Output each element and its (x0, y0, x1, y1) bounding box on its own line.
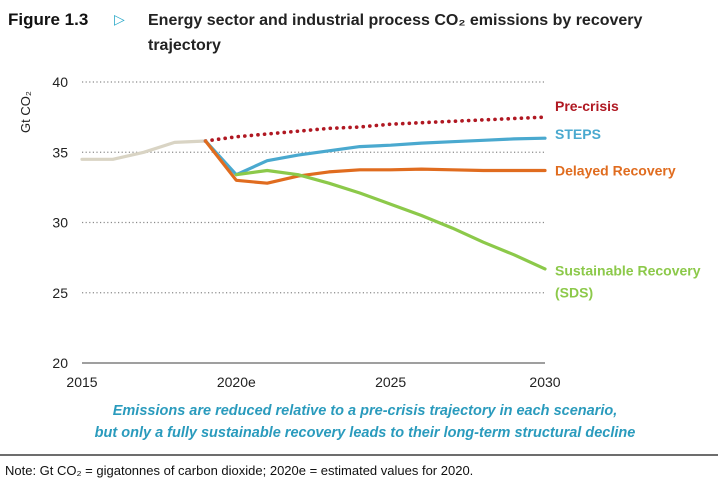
x-tick-label: 2030 (529, 374, 560, 390)
series-label-line: STEPS (555, 126, 601, 142)
figure-label: Figure 1.3 (8, 10, 89, 29)
y-tick-label: 30 (52, 215, 68, 231)
series-label-steps: STEPS (555, 126, 601, 142)
x-tick-label: 2015 (66, 374, 97, 390)
caption-line-1: Emissions are reduced relative to a pre-… (112, 403, 618, 419)
series-label-line: Pre-crisis (555, 98, 619, 114)
series-label-pre-crisis: Pre-crisis (555, 98, 619, 114)
note-divider (0, 454, 718, 456)
series-line-pre-crisis (203, 115, 547, 143)
chart-title: Energy sector and industrial process CO₂… (148, 12, 643, 54)
series-label-line: Sustainable Recovery (555, 262, 701, 278)
y-axis-label: Gt CO₂ (18, 91, 33, 133)
y-tick-label: 20 (52, 355, 68, 371)
series-label-line: (SDS) (555, 284, 593, 300)
series-line-steps (203, 136, 547, 177)
series-label-sustainable-recovery-sds: Sustainable Recovery (SDS) (555, 262, 701, 300)
footnote: Note: Gt CO₂ = gigatonnes of carbon diox… (5, 463, 474, 478)
y-tick-label: 35 (52, 144, 68, 160)
x-tick-label: 2025 (375, 374, 406, 390)
series-line-delayed-recovery (203, 139, 547, 185)
series-line-historical (80, 139, 208, 161)
series-label-delayed-recovery: Delayed Recovery (555, 163, 676, 179)
y-tick-label: 25 (52, 285, 68, 301)
triangle-right-icon: ▷ (114, 11, 125, 27)
figure-header: Figure 1.3 ▷ Energy sector and industria… (8, 6, 708, 60)
series-line-sustainable-recovery-sds (234, 168, 547, 271)
chart-caption: Emissions are reduced relative to a pre-… (20, 400, 710, 444)
series-label-line: Delayed Recovery (555, 163, 676, 179)
x-tick-label: 2020e (217, 374, 256, 390)
y-tick-label: 40 (52, 74, 68, 90)
caption-line-2: but only a fully sustainable recovery le… (94, 425, 636, 441)
